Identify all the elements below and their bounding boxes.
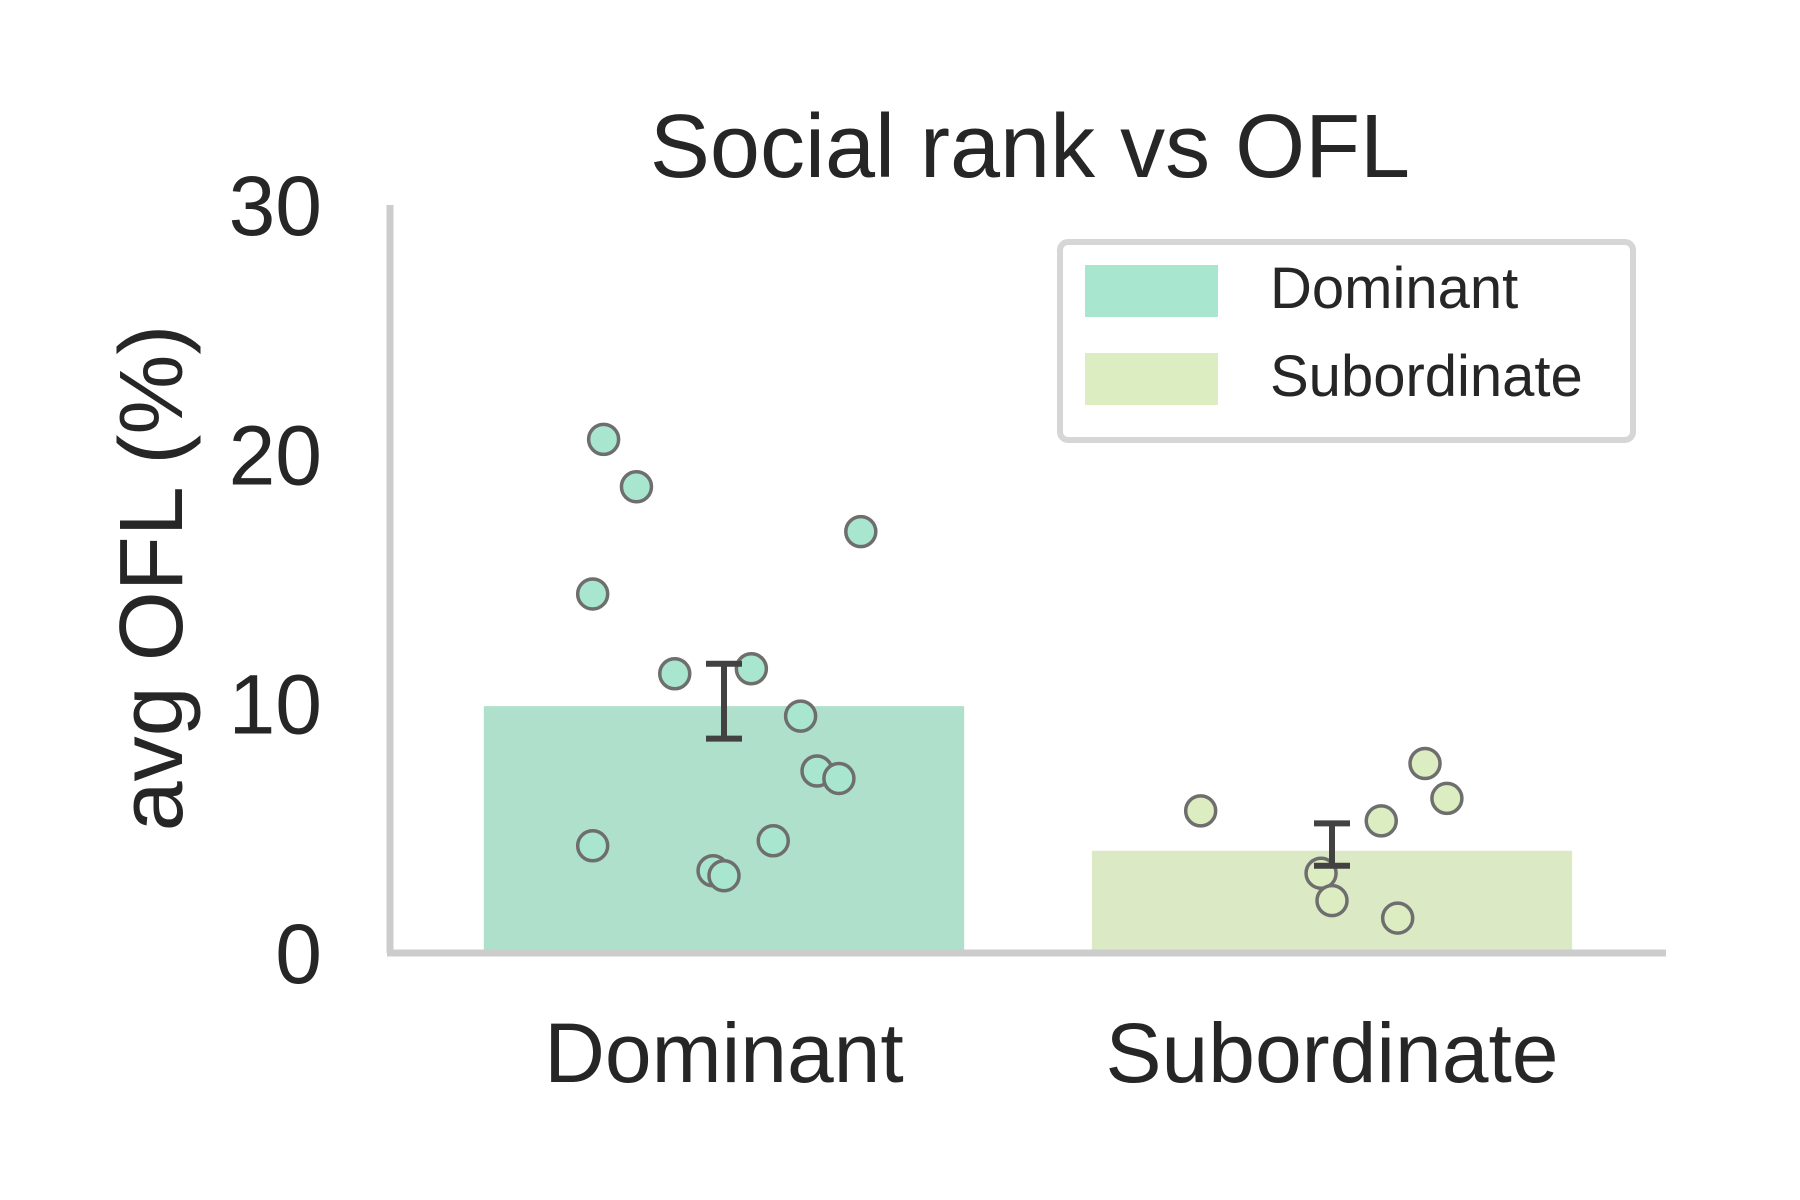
data-point-dominant — [707, 858, 741, 893]
data-point-subordinate — [1315, 883, 1349, 918]
error-bar-subordinate — [1314, 820, 1350, 869]
data-point-dominant — [586, 422, 621, 457]
data-point-dominant — [575, 829, 610, 863]
data-point-dominant — [658, 656, 692, 691]
data-point-dominant — [822, 761, 856, 796]
data-point-dominant — [756, 824, 790, 858]
data-point-subordinate — [1364, 804, 1398, 838]
data-point-subordinate — [1183, 794, 1218, 828]
legend-label-dominant: Dominant — [1270, 256, 1518, 321]
legend-swatch-dominant — [1085, 265, 1218, 317]
chart-title: Social rank vs OFL — [650, 97, 1410, 197]
data-points-group — [575, 422, 1464, 935]
y-tick-label: 20 — [229, 408, 322, 502]
y-axis-ticks: 0 10 20 30 — [229, 159, 322, 1001]
data-point-subordinate — [1430, 781, 1464, 816]
y-tick-label: 0 — [275, 907, 322, 1001]
legend-swatch-subordinate — [1085, 353, 1218, 405]
y-axis-label: avg OFL (%) — [102, 325, 202, 832]
x-tick-label: Subordinate — [1105, 1006, 1558, 1100]
error-bars-group — [706, 660, 1350, 869]
legend-label-subordinate: Subordinate — [1270, 344, 1583, 409]
data-point-dominant — [575, 577, 610, 611]
data-point-dominant — [783, 699, 818, 733]
data-point-dominant — [844, 514, 878, 549]
y-tick-label: 30 — [229, 159, 322, 253]
x-axis-ticks: Dominant Subordinate — [544, 1006, 1558, 1100]
data-point-dominant — [734, 652, 769, 686]
x-tick-label: Dominant — [544, 1006, 904, 1100]
data-point-subordinate — [1380, 901, 1415, 935]
error-bar-dominant — [706, 660, 742, 742]
bar-dominant — [483, 706, 965, 953]
legend: Dominant Subordinate — [1057, 239, 1636, 443]
legend-items: Dominant Subordinate — [1085, 256, 1583, 409]
y-tick-label: 10 — [229, 658, 322, 752]
data-point-dominant — [619, 469, 654, 504]
data-point-subordinate — [1408, 746, 1442, 781]
